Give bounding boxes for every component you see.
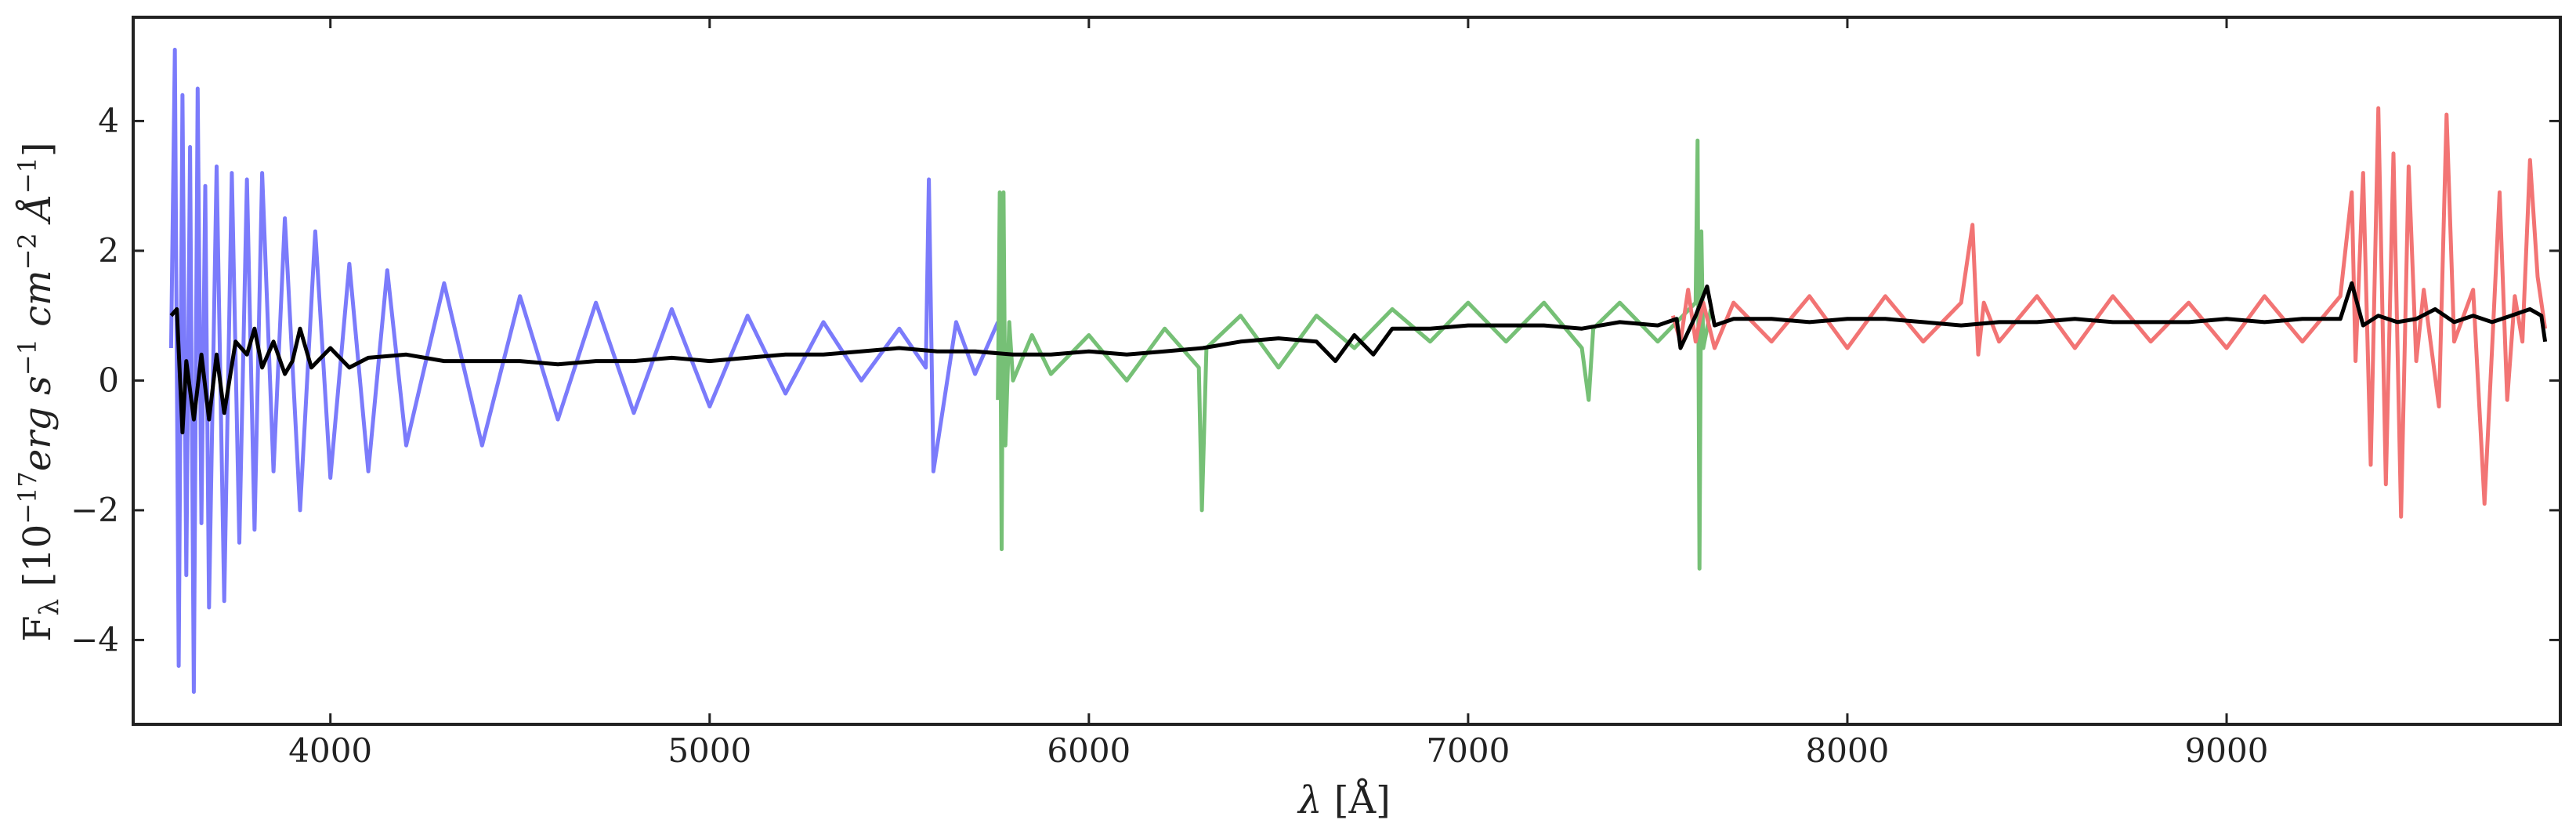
x-tick-label: 6000 bbox=[1047, 731, 1131, 770]
series-line-smoothed-spectrum bbox=[169, 281, 2548, 435]
x-tick-label: 5000 bbox=[668, 731, 751, 770]
series-layer bbox=[168, 47, 2548, 695]
x-tick-label: 9000 bbox=[2185, 731, 2269, 770]
plot-area bbox=[168, 47, 2548, 695]
axes-layer: 4000 5000 6000 7000 8000 9000 −4 −2 0 2 4 bbox=[71, 16, 2562, 770]
series-line-blue-arm-spectrum bbox=[168, 47, 1000, 695]
y-axis-label: Fλ [10−17erg s−1 cm−2 Å−1] bbox=[13, 142, 65, 641]
y-tick-label: 0 bbox=[98, 361, 119, 399]
y-tick-label: 2 bbox=[98, 231, 119, 270]
series-line-green-arm-spectrum bbox=[996, 138, 1713, 571]
x-tick-label: 8000 bbox=[1806, 731, 1890, 770]
x-tick-label: 7000 bbox=[1426, 731, 1510, 770]
x-tick-label: 4000 bbox=[288, 731, 372, 770]
y-tick-label: −2 bbox=[71, 491, 119, 529]
x-axis-label: λ [Å] bbox=[1297, 778, 1391, 822]
plot-frame bbox=[132, 16, 2562, 726]
series-line-red-arm-spectrum bbox=[1670, 106, 2548, 519]
y-tick-label: −4 bbox=[71, 620, 119, 658]
y-tick-label: 4 bbox=[98, 101, 119, 140]
